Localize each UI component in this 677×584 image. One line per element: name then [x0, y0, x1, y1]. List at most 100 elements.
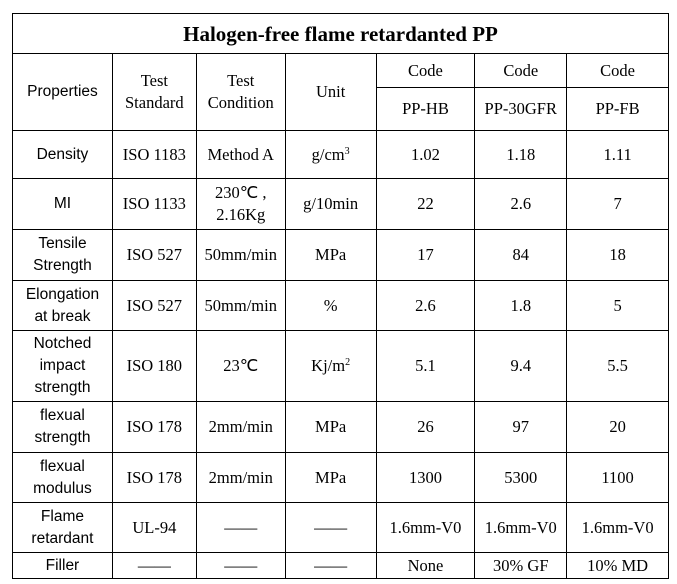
cell-value: 5300 — [474, 452, 568, 503]
cell-value: 7 — [566, 178, 669, 230]
cell-value: 9.4 — [474, 330, 568, 402]
cell-value: 2.6 — [375, 280, 476, 331]
unit-text: MPa — [315, 245, 347, 264]
cell-condition: —— — [195, 552, 286, 579]
cell-unit: Kj/m2 — [284, 330, 377, 402]
cell-value: 1300 — [375, 452, 476, 503]
cell-unit: MPa — [284, 229, 377, 281]
cell-standard: ISO 178 — [111, 452, 197, 503]
cell-value: 18 — [566, 229, 669, 281]
cell-value: 17 — [375, 229, 476, 281]
cell-property: MI — [12, 178, 113, 230]
unit-superscript: 3 — [344, 145, 350, 157]
header-code-3: Code — [566, 53, 669, 88]
cell-unit: % — [284, 280, 377, 331]
cell-value: 22 — [375, 178, 476, 230]
cell-standard: UL-94 — [111, 502, 197, 553]
cell-standard: ISO 180 — [111, 330, 197, 402]
table-title: Halogen-free flame retardanted PP — [12, 13, 669, 54]
unit-superscript: 2 — [345, 357, 351, 368]
cell-unit: —— — [284, 502, 377, 553]
unit-text: —— — [314, 555, 348, 575]
header-code-pp-hb: PP-HB — [375, 87, 476, 131]
header-unit: Unit — [284, 53, 377, 131]
cell-standard: ISO 178 — [111, 401, 197, 453]
header-properties: Properties — [12, 53, 113, 131]
cell-condition: 50mm/min — [195, 229, 286, 281]
cell-value: 26 — [375, 401, 476, 453]
cell-value: 1100 — [566, 452, 669, 503]
cell-standard: ISO 527 — [111, 280, 197, 331]
cell-condition: 2mm/min — [195, 452, 286, 503]
cell-value: 2.6 — [474, 178, 568, 230]
cell-property: Notched impact strength — [12, 330, 113, 402]
cell-value: 5 — [566, 280, 669, 331]
cell-condition: 2mm/min — [195, 401, 286, 453]
cell-condition: 50mm/min — [195, 280, 286, 331]
cell-unit: g/cm3 — [284, 130, 377, 179]
cell-value: 1.11 — [566, 130, 669, 179]
cell-unit: g/10min — [284, 178, 377, 230]
unit-text: MPa — [315, 467, 347, 487]
cell-value: 84 — [474, 229, 568, 281]
cell-value: 1.02 — [375, 130, 476, 179]
cell-value: 20 — [566, 401, 669, 453]
cell-value: 1.18 — [474, 130, 568, 179]
table-row: flexual modulus ISO 178 2mm/min MPa 1300 5300… — [12, 452, 669, 503]
table-row: Notched impact strength ISO 180 23℃ Kj/m2 5.… — [12, 330, 669, 402]
table-row: Flame retardant UL-94 —— —— 1.6mm-V0 1.6mm-V0… — [12, 502, 669, 553]
header-code-pp-30gfr: PP-30GFR — [474, 87, 568, 131]
cell-property: Tensile Strength — [12, 229, 113, 281]
cell-property: Filler — [12, 552, 113, 579]
cell-condition: —— — [195, 502, 286, 553]
cell-value: 1.6mm-V0 — [566, 502, 669, 553]
cell-condition: 23℃ — [195, 330, 286, 402]
cell-property: flexual strength — [12, 401, 113, 453]
cell-value: 1.8 — [474, 280, 568, 331]
cell-value: 10% MD — [566, 552, 669, 579]
cell-property: Elongation at break — [12, 280, 113, 331]
header-code-2: Code — [474, 53, 568, 88]
unit-text: g/cm — [311, 144, 345, 164]
table-row: Filler —— —— —— None 30% GF 10% MD — [12, 552, 669, 579]
cell-standard: —— — [111, 552, 197, 579]
table-body: Halogen-free flame retardanted PP Proper… — [12, 13, 669, 579]
cell-value: 1.6mm-V0 — [474, 502, 568, 553]
cell-value: 1.6mm-V0 — [375, 502, 476, 553]
table-row: Elongation at break ISO 527 50mm/min% 2.6 1.… — [12, 280, 669, 331]
cell-property: Density — [12, 130, 113, 179]
table-row: MI ISO 1133 230℃ , 2.16Kg g/10min 22 2.6 7 — [12, 178, 669, 230]
cell-value: 5.1 — [375, 330, 476, 402]
table-row: flexual strength ISO 178 2mm/min MPa 26 97 20 — [12, 401, 669, 453]
unit-text: —— — [314, 517, 348, 537]
header-test-standard: Test Standard — [111, 53, 197, 131]
cell-unit: MPa — [284, 452, 377, 503]
title-row: Halogen-free flame retardanted PP — [12, 13, 669, 54]
header-row-1: Properties Test Standard Test Condition … — [12, 53, 669, 131]
cell-standard: ISO 1133 — [111, 178, 197, 230]
cell-property: flexual modulus — [12, 452, 113, 503]
header-code-1: Code — [375, 53, 476, 88]
cell-property: Flame retardant — [12, 502, 113, 553]
header-code-pp-fb: PP-FB — [566, 87, 669, 131]
cell-condition: 230℃ , 2.16Kg — [195, 178, 286, 230]
properties-table: Halogen-free flame retardanted PP Proper… — [12, 13, 669, 579]
unit-text: Kj/m — [311, 356, 346, 375]
cell-value: None — [375, 552, 476, 579]
header-test-condition: Test Condition — [195, 53, 286, 131]
cell-value: 97 — [474, 401, 568, 453]
cell-unit: MPa — [284, 401, 377, 453]
unit-text: g/10min — [303, 194, 359, 213]
unit-text: % — [323, 295, 338, 315]
cell-unit: —— — [284, 552, 377, 579]
table-row: Tensile Strength ISO 527 50mm/min MPa 17 84 18 — [12, 229, 669, 281]
cell-value: 30% GF — [474, 552, 568, 579]
cell-condition: Method A — [195, 130, 286, 179]
cell-standard: ISO 1183 — [111, 130, 197, 179]
cell-value: 5.5 — [566, 330, 669, 402]
header-row-2: PP-HB PP-30GFR PP-FB — [13, 87, 669, 131]
cell-standard: ISO 527 — [111, 229, 197, 281]
unit-text: MPa — [315, 417, 347, 436]
